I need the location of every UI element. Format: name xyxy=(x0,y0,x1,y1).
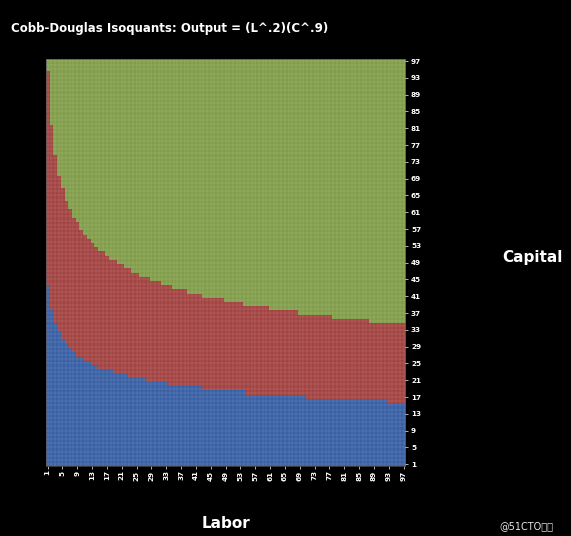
Text: Cobb-Douglas Isoquants: Output = (L^.2)(C^.9): Cobb-Douglas Isoquants: Output = (L^.2)(… xyxy=(11,22,329,35)
Text: Capital: Capital xyxy=(502,250,563,265)
Text: Labor: Labor xyxy=(201,516,250,531)
Text: @51CTO博客: @51CTO博客 xyxy=(500,520,554,531)
